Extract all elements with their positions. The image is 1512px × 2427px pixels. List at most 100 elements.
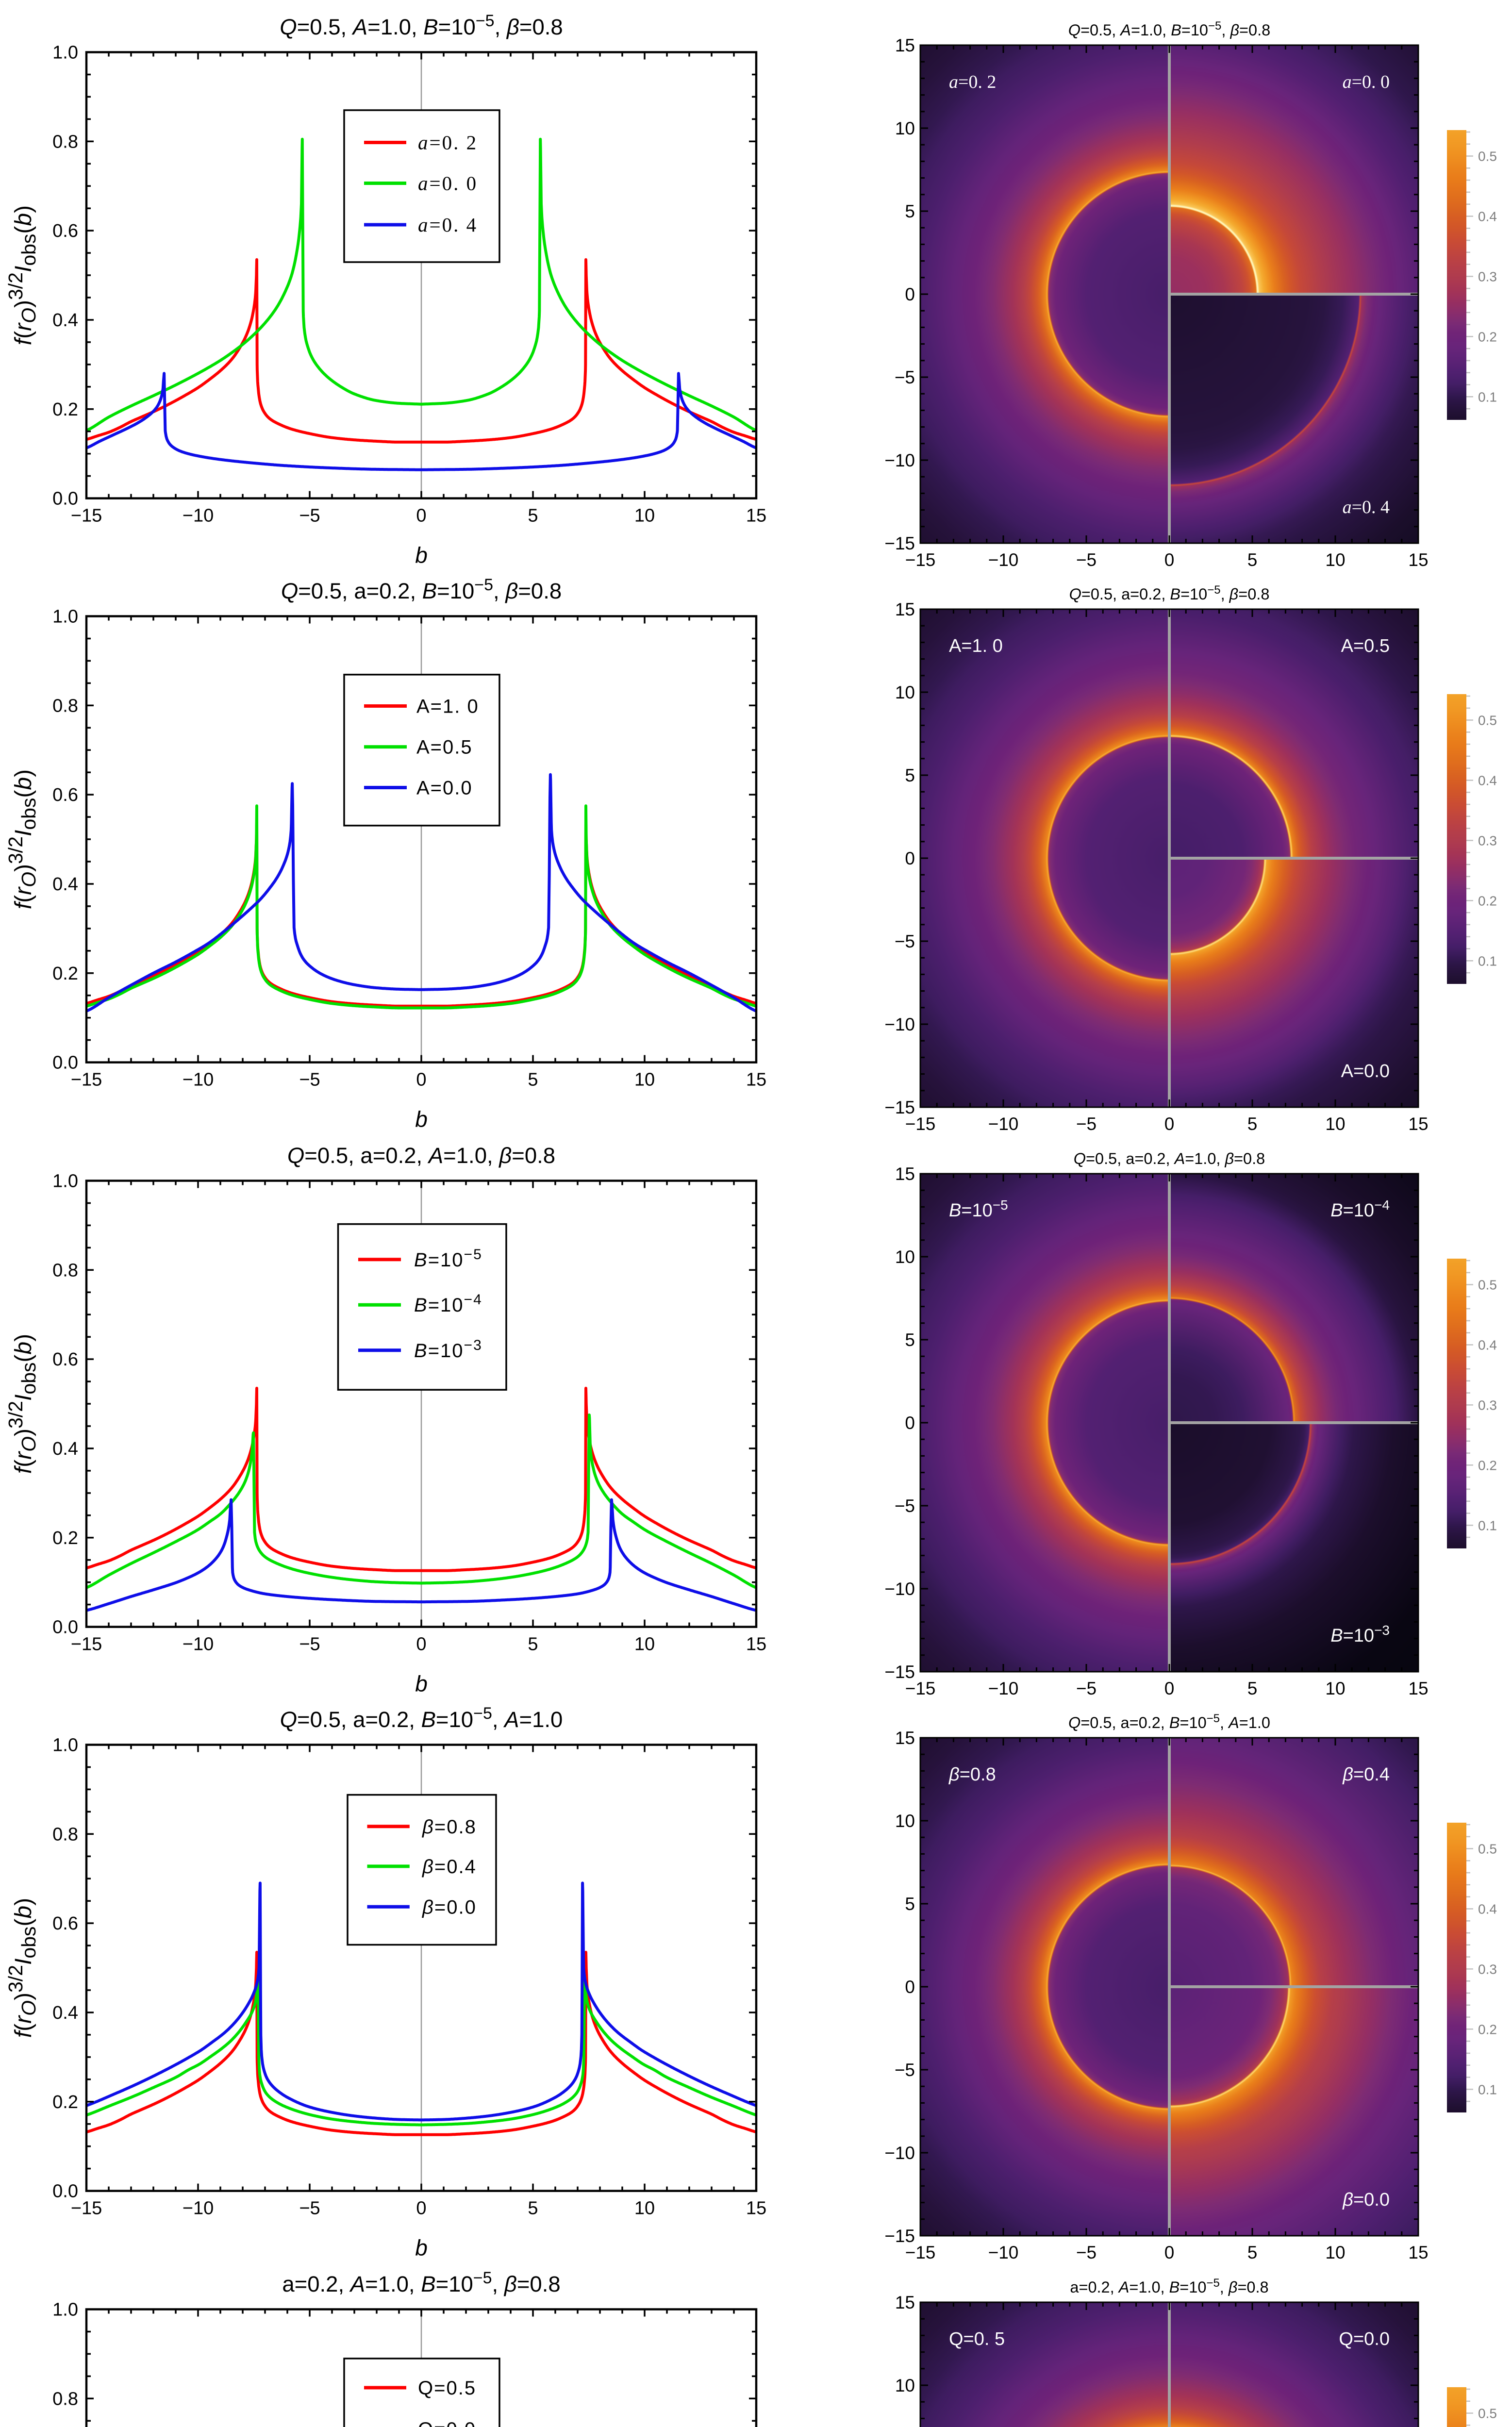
svg-text:−10: −10	[988, 1679, 1019, 1698]
svg-text:15: 15	[895, 1164, 915, 1184]
svg-text:−10: −10	[988, 2243, 1019, 2262]
svg-text:0.4: 0.4	[52, 1439, 78, 1459]
svg-text:15: 15	[895, 35, 915, 55]
svg-text:0.5: 0.5	[1478, 1278, 1497, 1293]
svg-text:β=0.0: β=0.0	[1342, 2190, 1390, 2210]
svg-text:0.2: 0.2	[52, 1528, 78, 1548]
svg-text:0.5: 0.5	[1478, 2406, 1497, 2421]
svg-text:0: 0	[905, 848, 915, 868]
svg-text:0.4: 0.4	[1478, 209, 1497, 224]
svg-text:0: 0	[1164, 1114, 1175, 1134]
svg-text:f(rO)3/2Iobs(b): f(rO)3/2Iobs(b)	[4, 769, 40, 909]
svg-text:5: 5	[905, 765, 915, 785]
svg-text:A=0.5: A=0.5	[416, 737, 473, 758]
svg-text:15: 15	[746, 1070, 766, 1090]
svg-text:A=1. 0: A=1. 0	[416, 696, 479, 717]
svg-text:β=0.4: β=0.4	[1342, 1764, 1390, 1785]
svg-text:0.3: 0.3	[1478, 269, 1497, 284]
svg-text:B=10−3: B=10−3	[1330, 1623, 1390, 1646]
svg-text:0: 0	[905, 1977, 915, 1997]
svg-text:B=10−4: B=10−4	[414, 1292, 482, 1316]
svg-text:5: 5	[1247, 1114, 1258, 1134]
svg-text:−15: −15	[905, 550, 936, 570]
svg-text:0: 0	[1164, 550, 1175, 570]
svg-text:a=0.2, A=1.0, B=10−5, β=0.8: a=0.2, A=1.0, B=10−5, β=0.8	[282, 2269, 560, 2296]
svg-text:10: 10	[895, 2376, 915, 2395]
svg-text:β=0.0: β=0.0	[422, 1896, 477, 1918]
svg-text:15: 15	[746, 506, 766, 526]
svg-text:0.0: 0.0	[52, 2181, 78, 2202]
svg-text:0: 0	[416, 1634, 426, 1655]
svg-text:−10: −10	[183, 2198, 214, 2219]
svg-text:B=10−3: B=10−3	[414, 1337, 482, 1362]
svg-text:A=0.0: A=0.0	[1341, 1061, 1390, 1081]
svg-text:a=0. 4: a=0. 4	[418, 214, 478, 236]
svg-text:0.8: 0.8	[52, 132, 78, 152]
svg-text:−5: −5	[895, 931, 915, 951]
svg-text:−15: −15	[884, 533, 915, 553]
svg-text:β=0.4: β=0.4	[422, 1856, 477, 1878]
svg-text:−15: −15	[884, 1662, 915, 1682]
svg-text:0.6: 0.6	[52, 1349, 78, 1370]
svg-text:0.0: 0.0	[52, 1617, 78, 1638]
svg-text:B=10−5: B=10−5	[949, 1197, 1008, 1221]
svg-text:β=0.8: β=0.8	[948, 1764, 996, 1785]
svg-text:0.5: 0.5	[1478, 713, 1497, 728]
svg-text:1.0: 1.0	[52, 1735, 78, 1756]
svg-text:0.1: 0.1	[1478, 389, 1497, 404]
svg-text:−10: −10	[884, 450, 915, 470]
svg-text:0.6: 0.6	[52, 221, 78, 241]
svg-text:10: 10	[1325, 1679, 1345, 1698]
svg-text:−5: −5	[895, 367, 915, 387]
svg-text:−15: −15	[905, 1679, 936, 1698]
svg-text:0: 0	[905, 1413, 915, 1433]
svg-text:Q=0.5, a=0.2, B=10−5, β=0.8: Q=0.5, a=0.2, B=10−5, β=0.8	[281, 576, 562, 603]
svg-text:10: 10	[1325, 550, 1345, 570]
svg-text:1.0: 1.0	[52, 1171, 78, 1192]
svg-text:15: 15	[1408, 1679, 1428, 1698]
svg-text:10: 10	[634, 1634, 655, 1655]
svg-text:5: 5	[528, 506, 538, 526]
svg-text:5: 5	[905, 1894, 915, 1914]
svg-text:Q=0. 5: Q=0. 5	[949, 2329, 1005, 2349]
svg-text:−10: −10	[884, 2143, 915, 2163]
svg-text:B=10−4: B=10−4	[1330, 1197, 1390, 1221]
svg-text:Q=0.5, a=0.2, A=1.0, β=0.8: Q=0.5, a=0.2, A=1.0, β=0.8	[1074, 1150, 1265, 1167]
svg-text:β=0.8: β=0.8	[422, 1816, 477, 1838]
svg-text:0.3: 0.3	[1478, 833, 1497, 848]
svg-text:a=0.2, A=1.0, B=10−5, β=0.8: a=0.2, A=1.0, B=10−5, β=0.8	[1070, 2277, 1268, 2296]
svg-text:Q=0.0: Q=0.0	[1339, 2329, 1390, 2349]
svg-text:0.1: 0.1	[1478, 2082, 1497, 2097]
svg-text:10: 10	[1325, 2243, 1345, 2262]
svg-text:Q=0.5, a=0.2, B=10−5, A=1.0: Q=0.5, a=0.2, B=10−5, A=1.0	[280, 1704, 563, 1732]
svg-text:−15: −15	[71, 1070, 102, 1090]
svg-text:10: 10	[895, 118, 915, 138]
svg-text:−5: −5	[1076, 1114, 1097, 1134]
svg-text:1.0: 1.0	[52, 2300, 78, 2320]
svg-text:a=0. 0: a=0. 0	[418, 172, 478, 195]
svg-text:f(rO)3/2Iobs(b): f(rO)3/2Iobs(b)	[4, 1898, 40, 2038]
svg-text:−5: −5	[1076, 2243, 1097, 2262]
svg-text:0.8: 0.8	[52, 2389, 78, 2409]
svg-text:−5: −5	[299, 1634, 320, 1655]
svg-text:0: 0	[905, 284, 915, 304]
svg-text:10: 10	[895, 682, 915, 702]
svg-text:0.4: 0.4	[1478, 1901, 1497, 1916]
svg-text:10: 10	[634, 2198, 655, 2219]
svg-text:0.1: 0.1	[1478, 1518, 1497, 1533]
svg-text:0.2: 0.2	[1478, 893, 1497, 908]
svg-text:0.4: 0.4	[52, 310, 78, 331]
svg-text:0.6: 0.6	[52, 1913, 78, 1934]
svg-text:0.2: 0.2	[1478, 1458, 1497, 1473]
svg-text:5: 5	[1247, 1679, 1258, 1698]
svg-text:f(rO)3/2Iobs(b): f(rO)3/2Iobs(b)	[4, 1334, 40, 1474]
svg-text:0.4: 0.4	[1478, 773, 1497, 788]
svg-text:Q=0.5: Q=0.5	[418, 2377, 476, 2399]
svg-text:b: b	[415, 543, 428, 568]
svg-text:15: 15	[895, 2293, 915, 2312]
svg-text:0: 0	[416, 1070, 426, 1090]
svg-text:−10: −10	[884, 1579, 915, 1599]
svg-text:10: 10	[634, 1070, 655, 1090]
svg-text:0.8: 0.8	[52, 1824, 78, 1845]
svg-text:5: 5	[1247, 550, 1258, 570]
